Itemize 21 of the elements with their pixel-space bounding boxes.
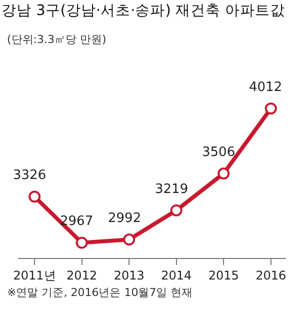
data-label: 4012: [249, 80, 282, 95]
x-tick-label: 2012: [66, 268, 98, 282]
x-tick-label: 2014: [161, 268, 192, 282]
point: [218, 168, 230, 180]
point: [123, 234, 136, 246]
data-label: 2967: [60, 214, 94, 229]
data-label: 3219: [155, 182, 188, 197]
data-label: 3506: [202, 145, 236, 160]
point: [170, 204, 182, 216]
chart-title: 강남 3구(강남·서초·송파) 재건축 아파트값: [2, 2, 286, 19]
x-tick-label: 2015: [208, 268, 239, 282]
x-tick-label: 2011년: [13, 268, 56, 282]
text: ※연말 기준, 2016년은 10월7일 현재: [7, 286, 193, 299]
chart-subtitle: (단위:3.3㎡당 만원): [7, 33, 106, 46]
data-label: 2992: [108, 211, 142, 226]
point: [28, 190, 41, 203]
point: [76, 236, 88, 249]
x-tick-label: 2016: [256, 268, 286, 282]
x-tick-label: 2013: [114, 268, 144, 282]
data-label: 3326: [13, 168, 46, 183]
point: [264, 102, 277, 114]
